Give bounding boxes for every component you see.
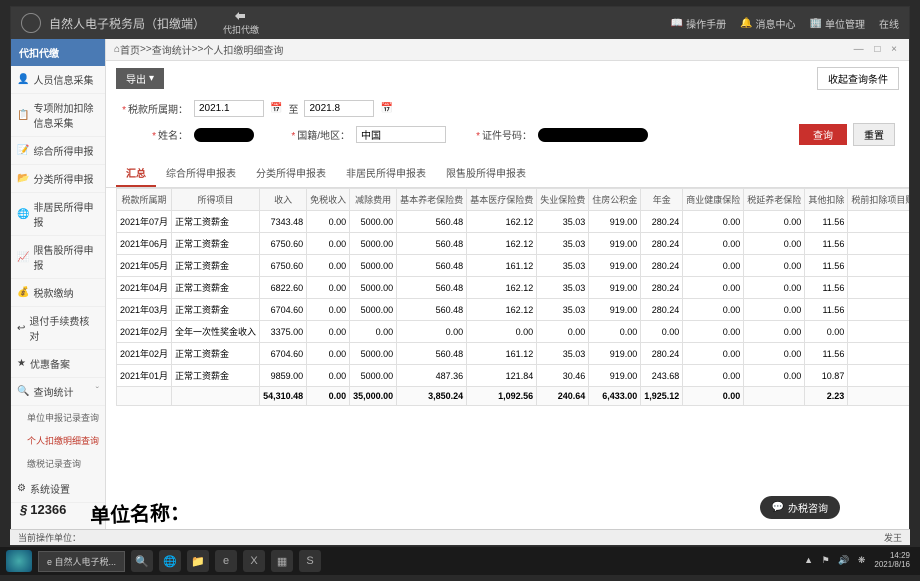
sidebar-sub[interactable]: 个人扣缴明细查询 (11, 429, 105, 452)
sidebar-item[interactable]: ★优惠备案 (11, 350, 105, 378)
country-label: 国籍/地区： (260, 127, 350, 142)
calendar-icon[interactable]: 📅 (270, 103, 282, 114)
consult-button[interactable]: 💬办税咨询 (760, 496, 840, 519)
window-controls[interactable]: — □ × (854, 44, 901, 55)
sidebar-active[interactable]: 代扣代缴 (11, 39, 105, 66)
table-row[interactable]: 2021年04月正常工资薪金6822.600.005000.00560.4816… (117, 277, 910, 299)
table-row[interactable]: 2021年02月全年一次性奖金收入3375.000.000.000.000.00… (117, 321, 910, 343)
sidebar-item[interactable]: 👤人员信息采集 (11, 66, 105, 94)
tab[interactable]: 非居民所得申报表 (336, 160, 436, 187)
id-value-redacted (538, 128, 648, 142)
sidebar-item[interactable]: 📈限售股所得申报 (11, 236, 105, 279)
id-label: 证件号码： (452, 127, 532, 142)
collapse-filter-button[interactable]: 收起查询条件 (817, 67, 899, 90)
period-to-input[interactable] (304, 100, 374, 117)
app-title: 自然人电子税务局（扣缴端） (49, 15, 205, 32)
col-header: 税前扣除项目财产原值 (848, 189, 909, 211)
col-header: 收入 (260, 189, 307, 211)
taskbar-icon[interactable]: 🔍 (131, 550, 153, 572)
export-button[interactable]: 导出▾ (116, 68, 164, 89)
table-row[interactable]: 2021年01月正常工资薪金9859.000.005000.00487.3612… (117, 365, 910, 387)
period-from-input[interactable] (194, 100, 264, 117)
search-button[interactable]: 查询 (799, 124, 847, 145)
mode-switch[interactable]: 代扣代缴 (223, 10, 259, 36)
tab[interactable]: 限售股所得申报表 (436, 160, 536, 187)
taskbar: e 自然人电子税... 🔍 🌐 📁 e X ▦ S ▲ ⚑ 🔊 ❋ 14:292… (0, 547, 920, 575)
hotline: §12366 (20, 502, 66, 517)
taskbar-icon[interactable]: 🌐 (159, 550, 181, 572)
period-label: 税款所属期： (120, 101, 188, 116)
sidebar-group-query[interactable]: 🔍查询统计 (11, 378, 105, 406)
sidebar-item[interactable]: 💰税款缴纳 (11, 279, 105, 307)
col-header: 年金 (641, 189, 683, 211)
taskbar-task[interactable]: e 自然人电子税... (38, 551, 125, 572)
sidebar-sub[interactable]: 缴税记录查询 (11, 452, 105, 475)
col-header: 失业保险费 (537, 189, 589, 211)
start-button[interactable] (6, 550, 32, 572)
name-label: 姓名： (120, 127, 188, 142)
sidebar-sub[interactable]: 单位申报记录查询 (11, 406, 105, 429)
status-bar: 当前操作单位： 发王 (10, 529, 910, 545)
header-link-org[interactable]: 🏢单位管理 (810, 16, 865, 31)
col-header: 所得项目 (172, 189, 260, 211)
header-link-messages[interactable]: 🔔消息中心 (740, 16, 795, 31)
sidebar-item[interactable]: 📝综合所得申报 (11, 137, 105, 165)
filter-panel: 税款所属期： 📅 至 📅 姓名： 国籍/地区： 证件号码： 查询 重 (106, 96, 909, 160)
app-logo-icon (21, 13, 41, 33)
table-row[interactable]: 2021年07月正常工资薪金7343.480.005000.00560.4816… (117, 211, 910, 233)
table-row[interactable]: 2021年03月正常工资薪金6704.600.005000.00560.4816… (117, 299, 910, 321)
taskbar-icon[interactable]: ▦ (271, 550, 293, 572)
header-link-manual[interactable]: 📖操作手册 (671, 16, 726, 31)
sidebar-item[interactable]: 📋专项附加扣除信息采集 (11, 94, 105, 137)
col-header: 减除费用 (350, 189, 397, 211)
header-link-online[interactable]: 在线 (879, 16, 899, 31)
col-header: 税延养老保险 (744, 189, 805, 211)
col-header: 免税收入 (307, 189, 350, 211)
app-header: 自然人电子税务局（扣缴端） 代扣代缴 📖操作手册 🔔消息中心 🏢单位管理 在线 (11, 7, 909, 39)
table-row[interactable]: 2021年02月正常工资薪金6704.600.005000.00560.4816… (117, 343, 910, 365)
col-header: 其他扣除 (805, 189, 848, 211)
results-table: 税款所属期所得项目收入免税收入减除费用基本养老保险费基本医疗保险费失业保险费住房… (116, 188, 909, 406)
name-value-redacted (194, 128, 254, 142)
col-header: 基本医疗保险费 (467, 189, 537, 211)
breadcrumb: ⌂ 首页 >> 查询统计 >> 个人扣缴明细查询 — □ × (106, 39, 909, 61)
calendar-icon[interactable]: 📅 (380, 103, 392, 114)
country-input[interactable] (356, 126, 446, 143)
tab-summary[interactable]: 汇总 (116, 160, 156, 187)
taskbar-icon[interactable]: e (215, 550, 237, 572)
tab[interactable]: 综合所得申报表 (156, 160, 246, 187)
col-header: 商业健康保险 (683, 189, 744, 211)
taskbar-icon[interactable]: S (299, 550, 321, 572)
sidebar-item[interactable]: ↩退付手续费核对 (11, 307, 105, 350)
sidebar-item[interactable]: 🌐非居民所得申报 (11, 193, 105, 236)
col-header: 住房公积金 (589, 189, 641, 211)
result-tabs: 汇总 综合所得申报表 分类所得申报表 非居民所得申报表 限售股所得申报表 (106, 160, 909, 188)
tab[interactable]: 分类所得申报表 (246, 160, 336, 187)
sidebar: 代扣代缴 👤人员信息采集 📋专项附加扣除信息采集 📝综合所得申报 📂分类所得申报… (11, 39, 106, 545)
taskbar-icon[interactable]: X (243, 550, 265, 572)
col-header: 税款所属期 (117, 189, 172, 211)
taskbar-icon[interactable]: 📁 (187, 550, 209, 572)
table-row[interactable]: 2021年05月正常工资薪金6750.600.005000.00560.4816… (117, 255, 910, 277)
col-header: 基本养老保险费 (397, 189, 467, 211)
handwritten-note: 单位名称： (90, 496, 191, 528)
sidebar-item[interactable]: 📂分类所得申报 (11, 165, 105, 193)
table-row[interactable]: 2021年06月正常工资薪金6750.600.005000.00560.4816… (117, 233, 910, 255)
system-tray[interactable]: ▲ ⚑ 🔊 ❋ 14:292021/8/16 (804, 552, 914, 570)
reset-button[interactable]: 重置 (853, 123, 895, 146)
